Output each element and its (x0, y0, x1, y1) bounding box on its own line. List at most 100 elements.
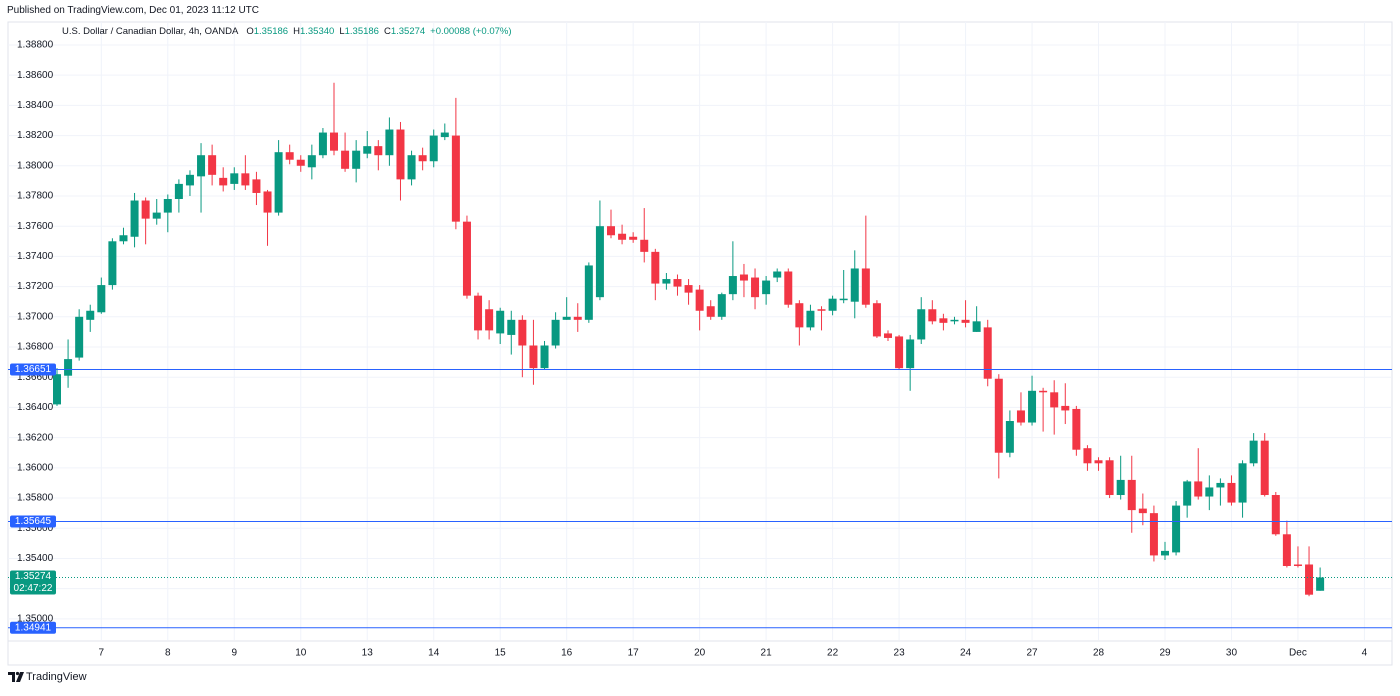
candle-body (451, 135, 460, 222)
y-tick-label: 1.38200 (17, 130, 54, 141)
candle-body (861, 268, 870, 305)
chart-title: U.S. Dollar / Canadian Dollar, 4h, OANDA (62, 26, 239, 37)
candle-body (1282, 534, 1291, 566)
candle-body (651, 251, 660, 284)
y-tick-label: 1.35000 (17, 613, 54, 624)
x-tick-label: 30 (1226, 648, 1238, 659)
candle-body (197, 155, 206, 177)
candle-body (795, 303, 804, 328)
y-tick-label: 1.38600 (17, 70, 54, 81)
candle-body (429, 135, 438, 162)
candle-body (1005, 421, 1014, 453)
candle-body (307, 155, 316, 168)
readout-key: O (246, 26, 254, 37)
grid (8, 22, 1392, 640)
candle-body (330, 132, 338, 151)
candle-body (374, 146, 383, 156)
x-tick-label: 16 (561, 648, 573, 659)
y-tick-label: 1.37000 (17, 311, 54, 322)
candle-body (1149, 513, 1158, 556)
y-tick-label: 1.36800 (17, 342, 54, 353)
candle-body (1039, 390, 1048, 393)
x-tick-label: 24 (960, 648, 972, 659)
candle-body (1227, 482, 1236, 503)
x-tick-label: 22 (827, 648, 839, 659)
candle-body (629, 236, 638, 240)
candle-body (1249, 440, 1258, 464)
readout-key: H (293, 26, 300, 37)
candle-body (673, 279, 682, 287)
x-tick-label: 20 (694, 648, 706, 659)
candle-body (1205, 487, 1214, 497)
candle-body (241, 173, 250, 186)
candle-body (208, 155, 217, 175)
readout-value: 1.35274 (390, 26, 426, 37)
candle-body (906, 339, 915, 369)
x-tick-label: 13 (362, 648, 374, 659)
candle-body (828, 298, 837, 311)
price-tag-label: 1.36651 (15, 364, 52, 375)
candle-body (739, 274, 748, 281)
readout-key: L (339, 26, 345, 37)
candle-body (773, 271, 782, 278)
candle-body (1194, 481, 1203, 497)
y-tick-label: 1.36600 (17, 372, 54, 383)
candle-body (97, 285, 106, 313)
readout-value: 1.35340 (299, 26, 335, 37)
candle-body (263, 191, 272, 213)
candle-body (75, 316, 84, 358)
last-price-tag (10, 570, 56, 595)
x-tick-label: 28 (1093, 648, 1105, 659)
readout-key: C (383, 26, 391, 37)
price-tag (10, 621, 56, 634)
price-tag (10, 515, 56, 528)
y-tick-label: 1.38800 (17, 40, 54, 51)
candle-body (1238, 463, 1247, 503)
candle-body (1260, 440, 1269, 496)
candle-body (1050, 392, 1059, 408)
candle-body (1172, 505, 1181, 553)
candle-body (1316, 577, 1325, 591)
candle-body (1116, 479, 1125, 496)
y-tick-label: 1.37200 (17, 281, 54, 292)
x-tick-label: 9 (231, 648, 237, 659)
candle-body (252, 179, 261, 193)
x-tick-label: 15 (495, 648, 507, 659)
candle-body (274, 152, 283, 213)
candle-body (1105, 460, 1114, 496)
y-tick-label: 1.35600 (17, 523, 54, 534)
candle-body (485, 309, 494, 331)
y-tick-label: 1.35800 (17, 493, 54, 504)
candle-body (318, 132, 327, 156)
x-tick-label: 17 (628, 648, 640, 659)
candle-body (407, 155, 416, 180)
candle-body (884, 333, 892, 338)
y-tick-label: 1.35400 (17, 553, 54, 564)
candle-body (562, 316, 571, 320)
y-tick-label: 1.36200 (17, 432, 54, 443)
candle-body (662, 279, 671, 284)
candle-body (1016, 410, 1025, 423)
candle-body (1061, 405, 1070, 411)
candle-body (230, 173, 239, 184)
candle-body (1072, 408, 1081, 450)
candle-body (751, 277, 760, 298)
candle-body (695, 289, 704, 311)
candle-body (595, 226, 604, 298)
candle-body (917, 309, 926, 340)
x-tick-label: Dec (1289, 648, 1307, 659)
candle-body (152, 212, 161, 219)
candle-body (385, 129, 394, 156)
price-tag-label: 1.35645 (15, 516, 52, 527)
candle-body (839, 298, 848, 301)
x-tick-label: 8 (165, 648, 171, 659)
x-tick-label: 14 (428, 648, 440, 659)
candle-body (518, 319, 527, 346)
candle-body (1161, 550, 1169, 556)
candle-body (850, 268, 859, 302)
candle-body (1183, 481, 1192, 506)
candle-body (573, 316, 582, 320)
candle-body (950, 319, 959, 322)
